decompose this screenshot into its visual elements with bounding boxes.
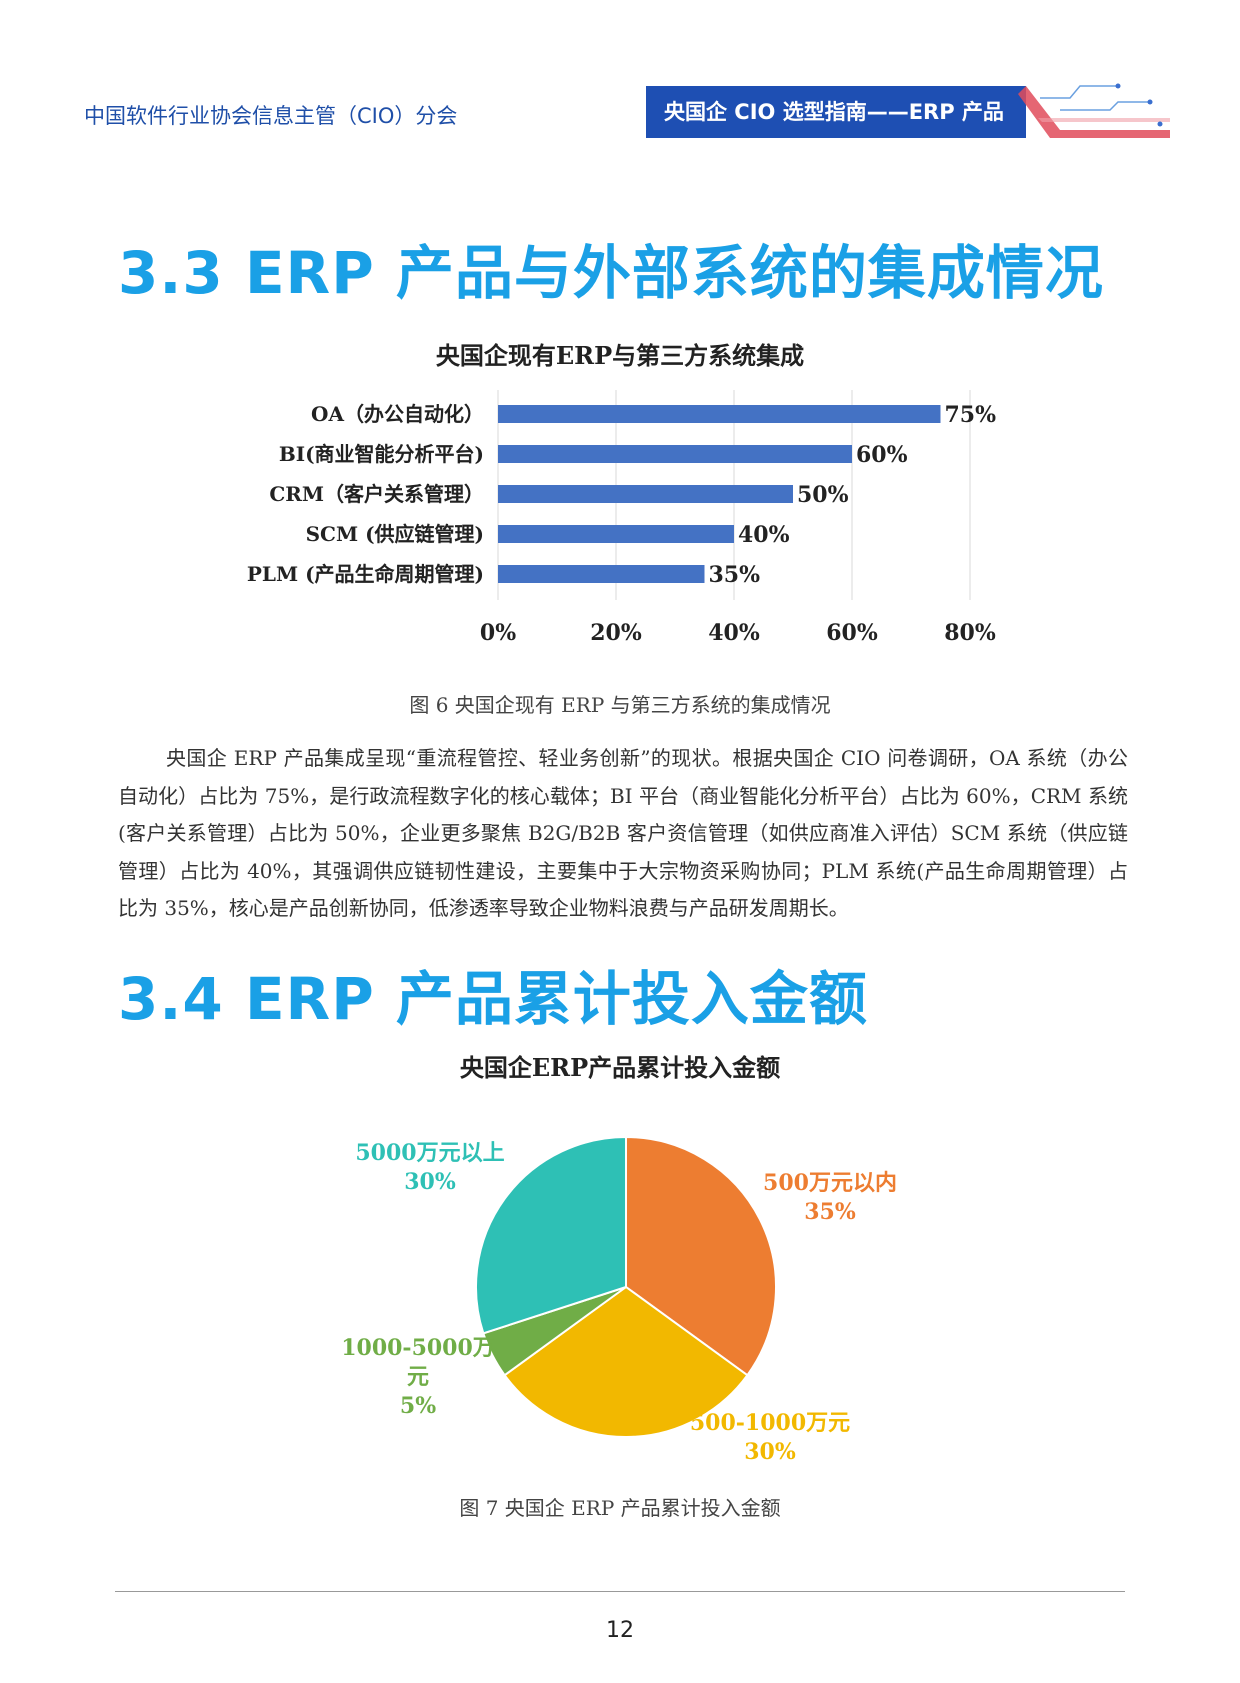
x-tick-label: 60% [826,620,878,646]
bar [498,445,852,463]
slice-label: 元 [407,1364,429,1390]
category-label: OA（办公自动化） [311,402,484,426]
footer-divider [115,1591,1125,1592]
header-organization: 中国软件行业协会信息主管（CIO）分会 [84,104,458,128]
section-3-3-paragraph: 央国企 ERP 产品集成呈现“重流程管控、轻业务创新”的现状。根据央国企 CIO… [118,746,1128,920]
pie-slice [475,1135,627,1335]
page-number: 12 [606,1618,634,1643]
header-guide-tag: 央国企 CIO 选型指南——ERP 产品 [646,86,1026,138]
circuit-decoration-icon [1018,83,1170,138]
bar-value-label: 40% [738,522,790,548]
bar [498,565,705,583]
bar-value-label: 35% [709,562,761,588]
bar [498,485,793,503]
category-label: BI(商业智能分析平台) [279,442,484,466]
slice-label: 500-1000万元 [690,1410,850,1436]
pie-slice [503,1285,749,1439]
x-tick-label: 40% [708,620,760,646]
integration-bar-chart: 0% 20% 40% 60% 80% OA（办公自动化） 75% BI(商业智能分析平台) 60… [247,390,997,646]
figure-7-caption: 图 7 央国企 ERP 产品累计投入金额 [459,1496,781,1520]
pie-chart-title: 央国企ERP产品累计投入金额 [459,1053,781,1082]
bar [498,525,734,543]
slice-label: 5000万元以上 [355,1140,504,1166]
bar-value-label: 50% [797,482,849,508]
category-label: SCM (供应链管理) [306,522,484,546]
slice-label: 1000-5000万 [341,1335,495,1361]
bar-value-label: 60% [856,442,908,468]
x-tick-label: 80% [944,620,996,646]
x-tick-label: 20% [590,620,642,646]
section-3-4-title: 3.4 ERP 产品累计投入金额 [118,965,868,1033]
slice-percent-label: 30% [404,1169,456,1195]
figure-6-caption: 图 6 央国企现有 ERP 与第三方系统的集成情况 [409,693,831,717]
slice-percent-label: 5% [400,1393,436,1419]
pie-slice [625,1135,777,1377]
slice-percent-label: 30% [744,1439,796,1465]
section-3-3-title: 3.3 ERP 产品与外部系统的集成情况 [118,239,1104,307]
category-label: PLM (产品生命周期管理) [247,562,484,586]
bar [498,405,941,423]
category-label: CRM（客户关系管理） [269,482,484,506]
bar-value-label: 75% [945,402,997,428]
slice-percent-label: 35% [804,1199,856,1225]
bar-chart-title: 央国企现有ERP与第三方系统集成 [435,341,805,370]
investment-pie-chart: 500万元以内 35% 500-1000万元 30% 1000-5000万元 5% 5000… [341,1135,897,1465]
slice-label: 500万元以内 [763,1170,897,1196]
x-tick-label: 0% [480,620,516,646]
